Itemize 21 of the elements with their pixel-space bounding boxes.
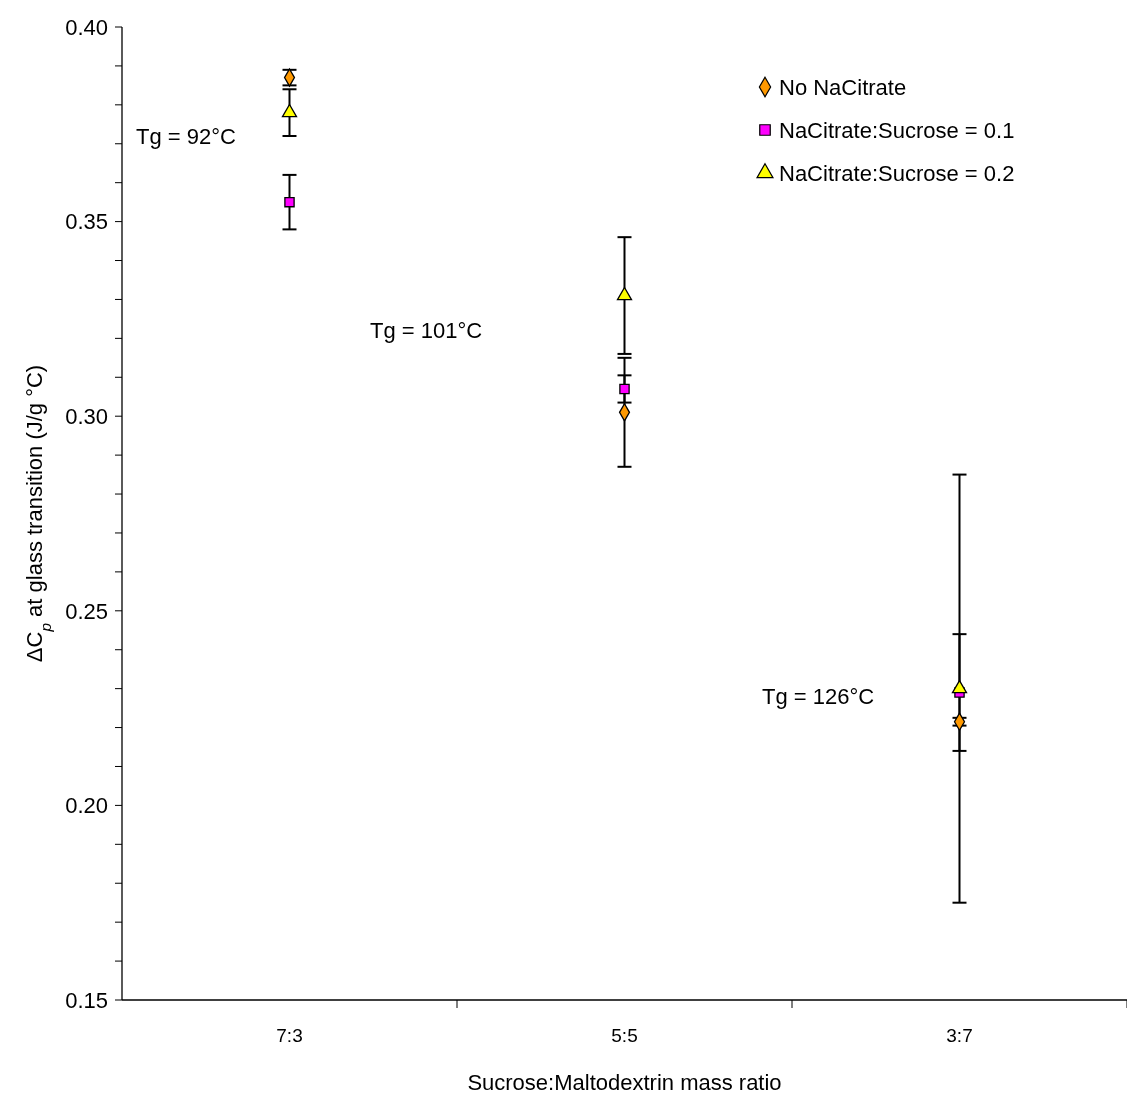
y-tick-label: 0.25 [65, 598, 108, 624]
annotation: Tg = 101°C [370, 318, 483, 344]
point [616, 286, 633, 301]
legend-label: NaCitrate:Sucrose = 0.2 [779, 160, 1015, 186]
point [619, 383, 630, 395]
y-tick-label: 0.20 [65, 793, 108, 819]
x-tick-label: 7:3 [276, 1025, 303, 1046]
y-tick-label: 0.40 [65, 14, 108, 40]
x-axis-title: Sucrose:Maltodextrin mass ratio [467, 1070, 782, 1095]
point [281, 103, 298, 118]
y-tick-label: 0.30 [65, 403, 108, 429]
x-tick-label: 5:5 [611, 1025, 638, 1046]
point [284, 196, 295, 208]
x-tick-label: 3:7 [946, 1025, 973, 1046]
annotation: Tg = 92°C [136, 123, 237, 149]
annotation: Tg = 126°C [762, 684, 875, 710]
point [951, 679, 968, 694]
legend-label: NaCitrate:Sucrose = 0.1 [779, 117, 1015, 143]
y-tick-label: 0.35 [65, 209, 108, 235]
y-tick-label: 0.15 [65, 987, 108, 1013]
legend-label: No NaCitrate [779, 74, 907, 100]
